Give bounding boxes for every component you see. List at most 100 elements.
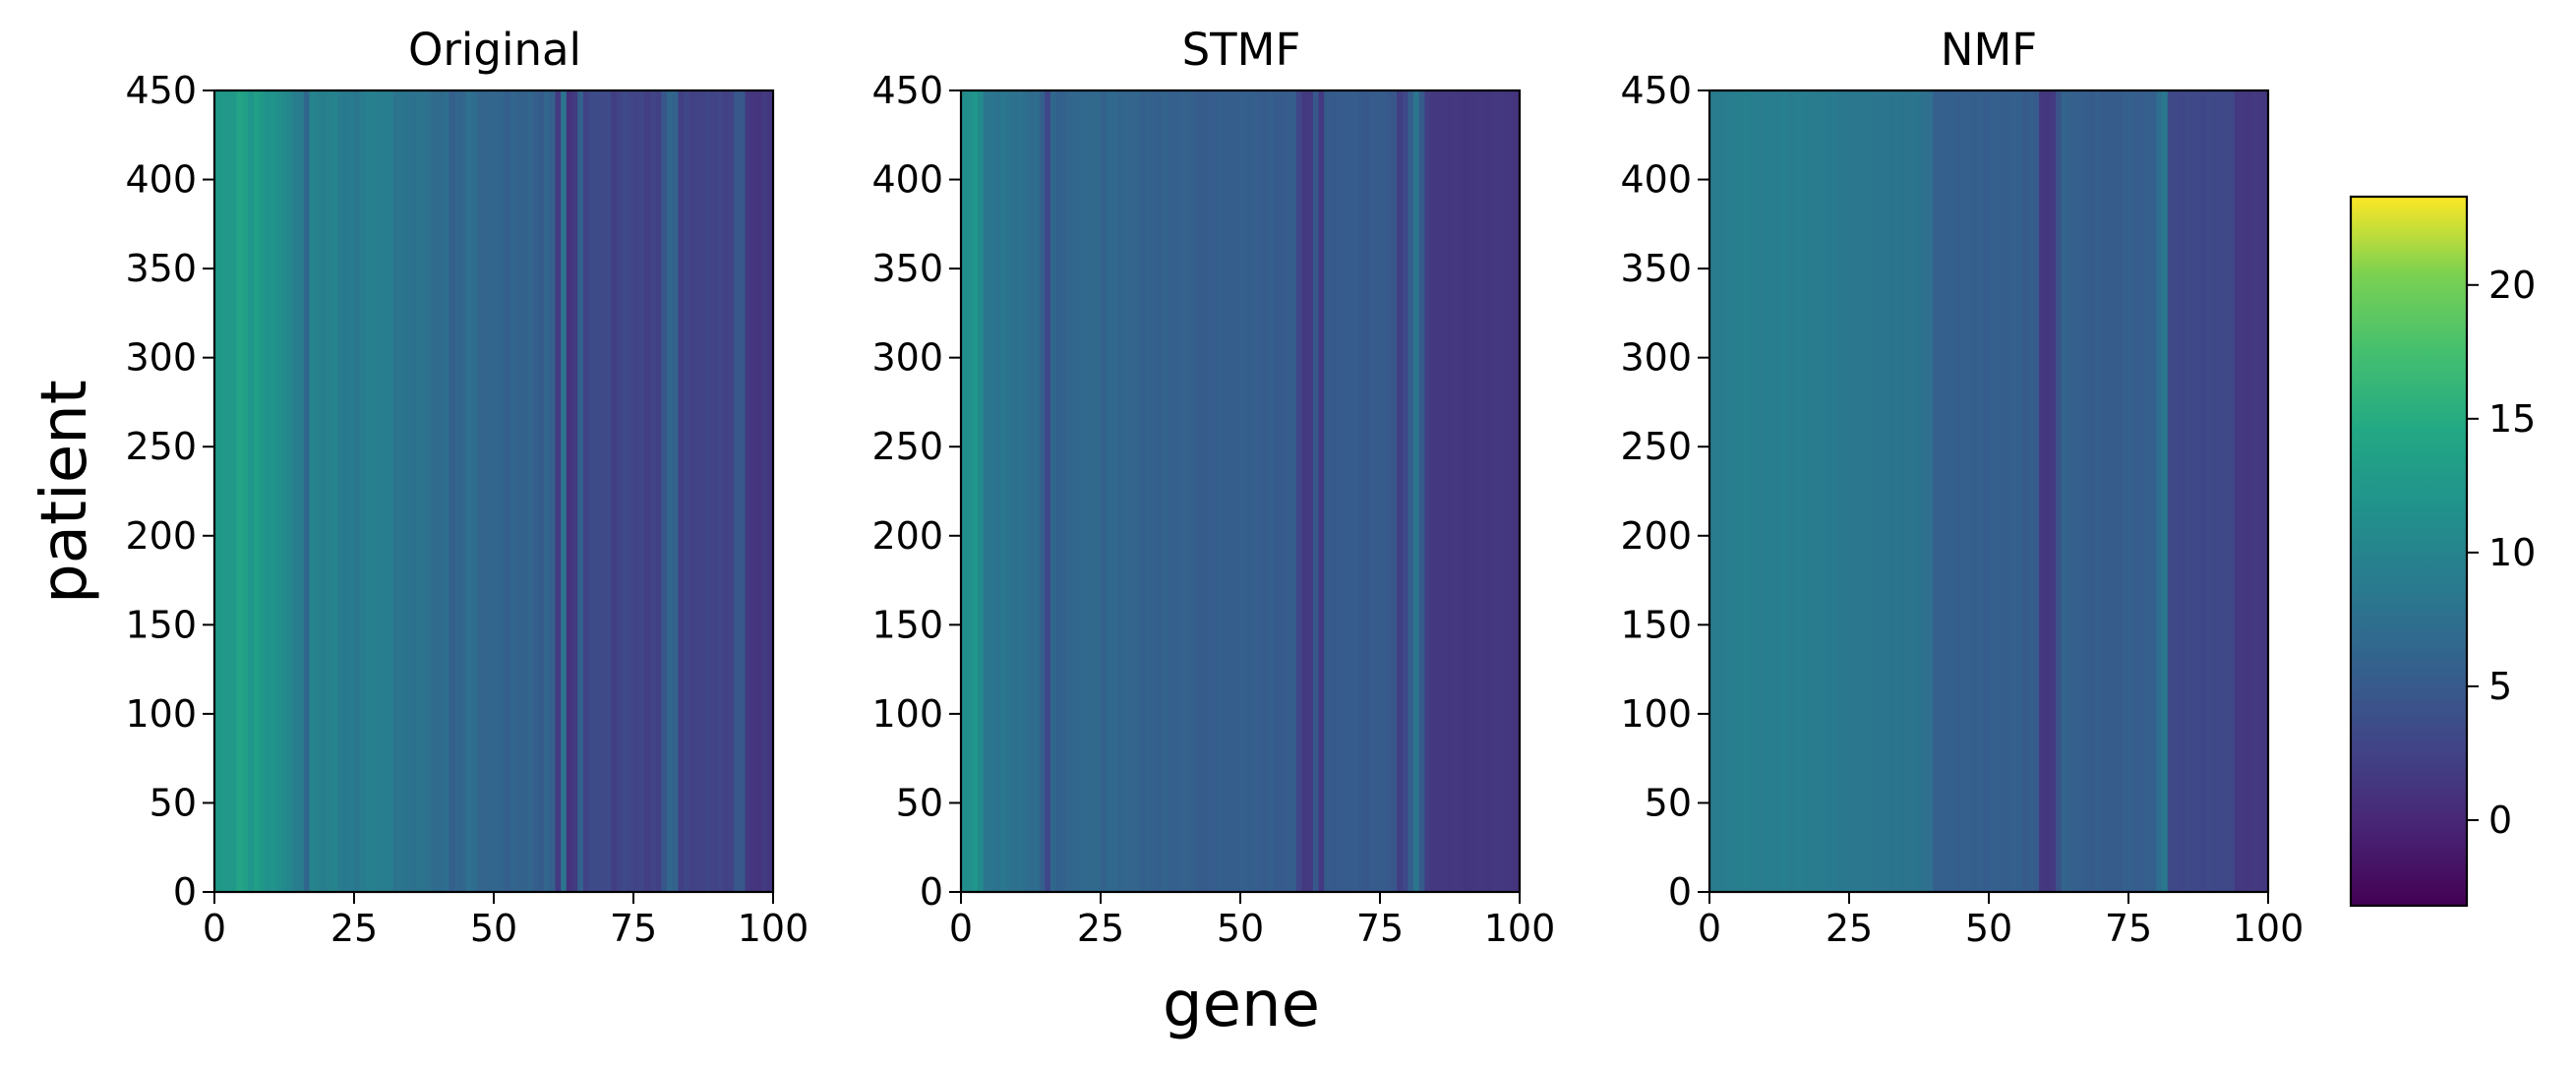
x-tick-label: 0 xyxy=(203,907,226,950)
heatmap-column xyxy=(320,90,328,892)
colorbar-tick-label: 15 xyxy=(2488,397,2536,441)
heatmap-column xyxy=(1257,90,1264,892)
heatmap-column xyxy=(594,90,601,892)
heatmap-column xyxy=(2010,90,2017,892)
y-tick-label: 200 xyxy=(125,514,197,558)
heatmap-column xyxy=(1391,90,1398,892)
heatmap-column xyxy=(1508,90,1515,892)
heatmap-column xyxy=(571,90,578,892)
y-tick-label: 50 xyxy=(896,781,943,824)
y-axis-ticks: 0 50 100 150 200 250 300 350 400 450 xyxy=(1620,69,1709,914)
heatmap-column xyxy=(465,90,472,892)
heatmap-column xyxy=(661,90,668,892)
heatmap-column xyxy=(476,90,484,892)
heatmap-column xyxy=(426,90,434,892)
heatmap-column xyxy=(1011,90,1018,892)
heatmap-column xyxy=(1083,90,1091,892)
heatmap-column xyxy=(1234,90,1241,892)
heatmap-column xyxy=(1787,90,1794,892)
heatmap-column xyxy=(1468,90,1476,892)
heatmap-column xyxy=(286,90,294,892)
heatmap-column xyxy=(1994,90,2001,892)
y-tick-label: 350 xyxy=(871,247,943,290)
heatmap-column xyxy=(1435,90,1443,892)
heatmap-column xyxy=(515,90,522,892)
heatmap-column xyxy=(1793,90,1800,892)
heatmap-column xyxy=(1285,90,1291,892)
heatmap-column xyxy=(1039,90,1046,892)
x-tick-label: 50 xyxy=(1217,907,1264,950)
heatmap-column xyxy=(1843,90,1850,892)
heatmap-column xyxy=(432,90,439,892)
heatmap-column xyxy=(1245,90,1252,892)
heatmap-column xyxy=(2212,90,2219,892)
heatmap-column xyxy=(2128,90,2135,892)
x-axis-ticks: 0 25 50 75 100 xyxy=(203,892,809,950)
heatmap-column xyxy=(1899,90,1906,892)
heatmap-column xyxy=(734,90,741,892)
heatmap-column xyxy=(599,90,607,892)
heatmap-column xyxy=(745,90,751,892)
heatmap-column xyxy=(342,90,349,892)
heatmap-column xyxy=(494,90,501,892)
heatmap-column xyxy=(2072,90,2079,892)
heatmap-column xyxy=(1189,90,1197,892)
heatmap-column xyxy=(1474,90,1481,892)
heatmap-column xyxy=(1989,90,1996,892)
heatmap-column xyxy=(611,90,618,892)
y-tick-label: 50 xyxy=(150,781,197,824)
x-tick-label: 25 xyxy=(1826,907,1873,950)
heatmap-column xyxy=(331,90,338,892)
heatmap-column xyxy=(1798,90,1806,892)
heatmap-column xyxy=(1357,90,1364,892)
heatmap-column xyxy=(1921,90,1929,892)
heatmap-column xyxy=(1089,90,1096,892)
heatmap-column xyxy=(988,90,995,892)
panel-title: Original xyxy=(408,24,581,76)
heatmap-column xyxy=(275,90,282,892)
heatmap-column xyxy=(1871,90,1878,892)
heatmap-column xyxy=(644,90,651,892)
heatmap-column xyxy=(315,90,322,892)
heatmap-column xyxy=(1480,90,1487,892)
y-tick-label: 450 xyxy=(1620,69,1692,112)
x-tick-label: 75 xyxy=(1356,907,1404,950)
heatmap-column xyxy=(2133,90,2140,892)
y-axis-label: patient xyxy=(29,380,101,604)
heatmap-column xyxy=(309,90,316,892)
heatmap-column xyxy=(2167,90,2175,892)
heatmap-column xyxy=(2027,90,2035,892)
heatmap-column xyxy=(549,90,557,892)
heatmap-column xyxy=(628,90,634,892)
heatmap-column xyxy=(236,90,243,892)
heatmap-column xyxy=(1318,90,1325,892)
heatmap-column xyxy=(555,90,562,892)
y-tick-label: 450 xyxy=(125,69,197,112)
heatmap-column xyxy=(1781,90,1789,892)
heatmap-column xyxy=(1335,90,1342,892)
heatmap-column xyxy=(242,90,249,892)
panel-nmf: NMF 0 25 50 75 100 0 50 100 150 200 250 300 350 400 4… xyxy=(1620,24,2304,950)
y-axis-ticks: 0 50 100 150 200 250 300 350 400 450 xyxy=(125,69,214,914)
heatmap-column xyxy=(1184,90,1191,892)
heatmap-column xyxy=(1201,90,1208,892)
heatmap-column xyxy=(700,90,707,892)
heatmap-column xyxy=(1101,90,1108,892)
heatmap-column xyxy=(1045,90,1051,892)
x-tick-label: 100 xyxy=(1484,907,1556,950)
y-tick-label: 350 xyxy=(1620,247,1692,290)
heatmap-column xyxy=(398,90,405,892)
heatmap-column xyxy=(1877,90,1884,892)
heatmap-column xyxy=(225,90,232,892)
heatmap-cells xyxy=(961,90,1521,892)
colorbar-tick-label: 20 xyxy=(2488,264,2536,307)
heatmap-column xyxy=(388,90,394,892)
heatmap-column xyxy=(1502,90,1510,892)
heatmap-column xyxy=(1731,90,1738,892)
y-tick-label: 0 xyxy=(920,870,943,914)
heatmap-column xyxy=(2229,90,2236,892)
heatmap-column xyxy=(326,90,332,892)
heatmap-column xyxy=(1162,90,1168,892)
heatmap-column xyxy=(1977,90,1984,892)
heatmap-column xyxy=(1022,90,1029,892)
